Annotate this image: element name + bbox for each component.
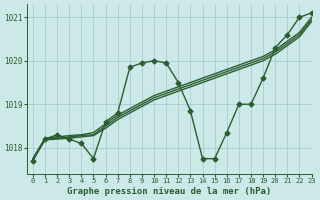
X-axis label: Graphe pression niveau de la mer (hPa): Graphe pression niveau de la mer (hPa) <box>67 187 271 196</box>
